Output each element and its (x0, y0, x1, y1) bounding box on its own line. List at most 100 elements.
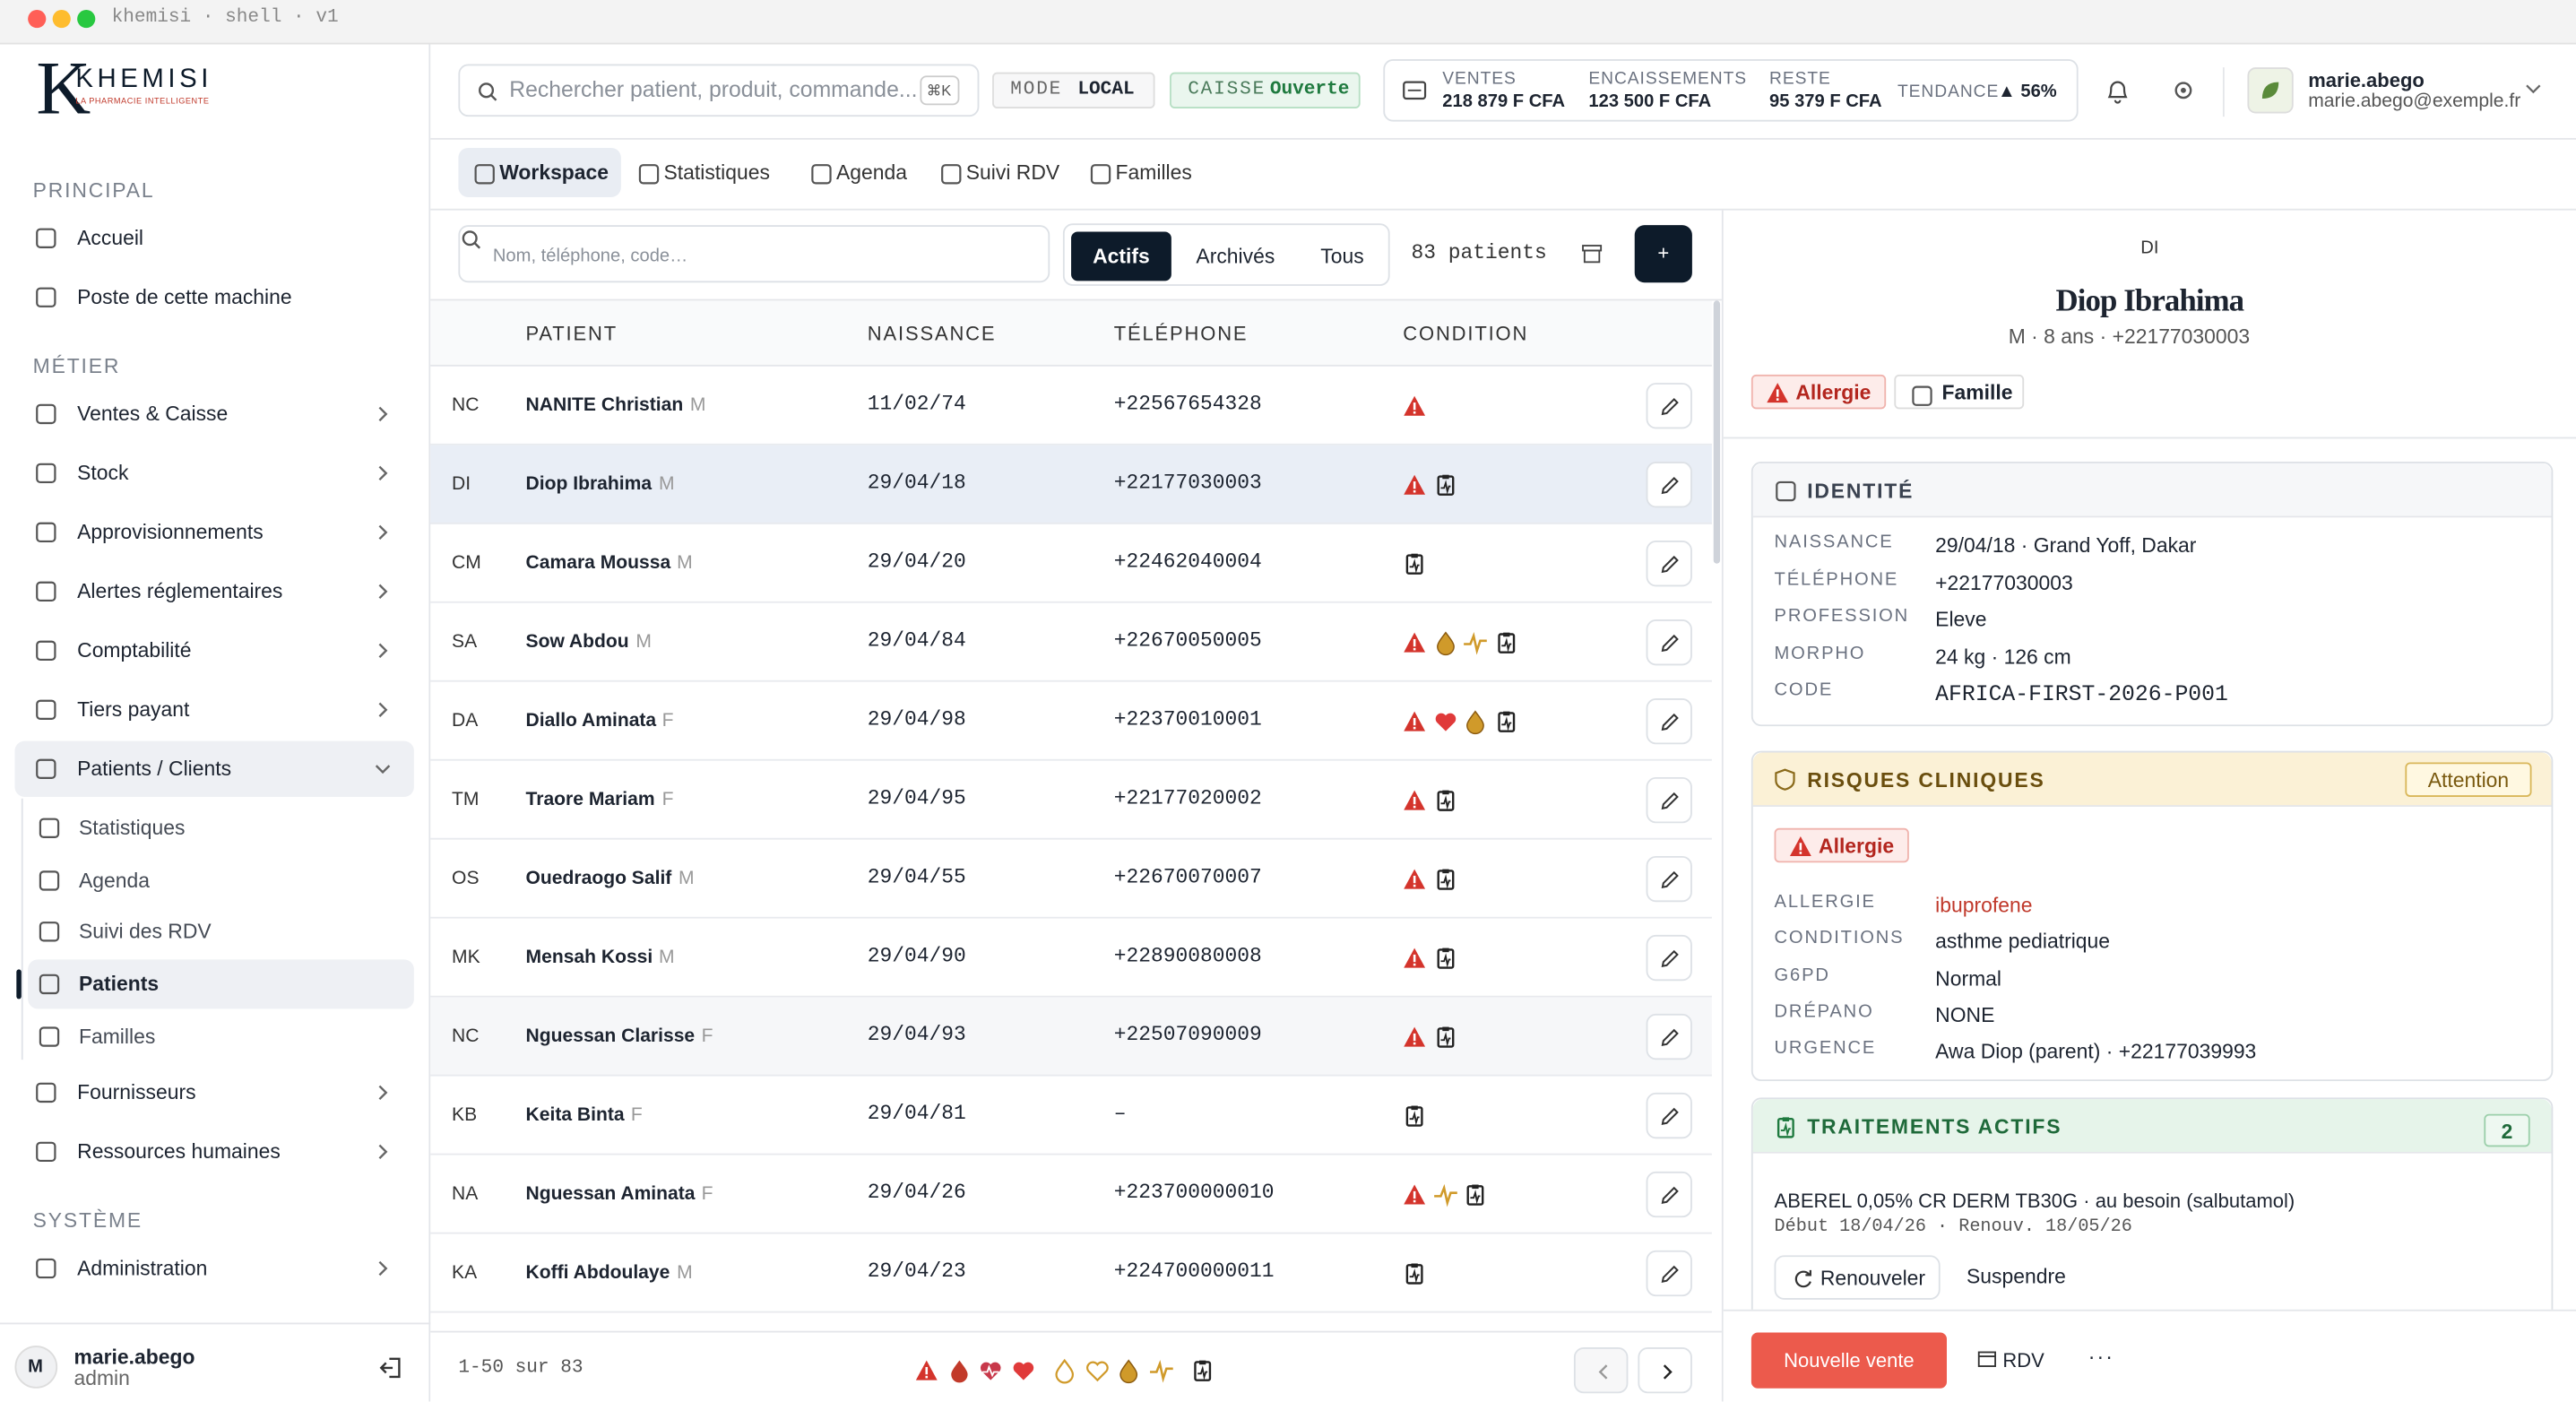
add-patient-button[interactable]: + (1634, 225, 1692, 283)
patient-row[interactable]: KB Keita Binta F 29/04/81 – (430, 1077, 1712, 1155)
tab-label[interactable]: Familles (1115, 160, 1192, 185)
suspend-link[interactable]: Suspendre (1966, 1265, 2066, 1289)
filter-label[interactable]: Archivés (1196, 245, 1275, 268)
nav-item[interactable]: Ressources humaines (77, 1139, 281, 1163)
icon-shape (1661, 1265, 1679, 1283)
icon-shape (1149, 1359, 1172, 1383)
tab[interactable]: Workspace (458, 147, 621, 197)
patient-row[interactable]: NC Nguessan Clarisse F 29/04/93 +22507090009 (430, 997, 1712, 1077)
condition-icon (1497, 632, 1515, 653)
edit-button[interactable] (1646, 1092, 1692, 1139)
next-page[interactable] (1638, 1346, 1692, 1394)
patient-row[interactable]: NA Nguessan Aminata F 29/04/26 +223700000010 (430, 1155, 1712, 1234)
patient-search[interactable]: Nom, téléphone, code… (458, 225, 1050, 283)
patient-row[interactable]: MK Mensah Kossi M 29/04/90 +22890080008 (430, 919, 1712, 998)
edit-button[interactable] (1646, 462, 1692, 508)
tab[interactable]: Suivi RDV (925, 148, 1063, 197)
window-title: khemisi · shell · v1 (111, 6, 339, 29)
nav-subitem[interactable]: Patients (78, 973, 160, 996)
patient-row[interactable]: OS Ouedraogo Salif M 29/04/55 +22670070007 (430, 840, 1712, 919)
patient-row[interactable]: CM Camara Moussa M 29/04/20 +22462040004 (430, 524, 1712, 603)
section-title: MÉTIER (32, 354, 121, 378)
filter-option[interactable]: Archivés (1173, 231, 1298, 281)
new-sale-button[interactable]: Nouvelle vente (1750, 1332, 1947, 1389)
icon-shape (1661, 476, 1679, 495)
edit-button[interactable] (1646, 1013, 1692, 1060)
nav-subitem[interactable]: Suivi des RDV (78, 921, 212, 944)
chevron (378, 524, 388, 541)
more-button[interactable]: ··· (2088, 1344, 2114, 1369)
icon-shape (36, 522, 56, 543)
renew-button[interactable]: Renouveler (1774, 1255, 1941, 1300)
rdv-button[interactable]: RDV (2002, 1348, 2044, 1372)
patient-row[interactable]: SA Sow Abdou M 29/04/84 +22670050005 (430, 603, 1712, 682)
patient-row[interactable]: DA Diallo Aminata F 29/04/98 +22370010001 (430, 682, 1712, 761)
nav-subitem[interactable]: Familles (78, 1025, 156, 1049)
chevron (378, 643, 388, 659)
chevron (378, 1143, 388, 1159)
nav-subitem[interactable]: Agenda (78, 869, 150, 892)
tab-label[interactable]: Statistiques (663, 160, 770, 185)
filter-label[interactable]: Tous (1320, 245, 1364, 268)
filter-label[interactable]: Actifs (1093, 245, 1150, 268)
filter-option[interactable]: Tous (1300, 231, 1385, 281)
nav-item[interactable]: Fournisseurs (77, 1080, 196, 1103)
icon-shape (1775, 768, 1795, 791)
edit-button[interactable] (1646, 934, 1692, 982)
chevron (378, 465, 388, 481)
edit-button[interactable] (1646, 1250, 1692, 1297)
patient-birth: 29/04/95 (867, 786, 966, 810)
nav-item[interactable]: Comptabilité (77, 639, 192, 662)
edit-button[interactable] (1646, 383, 1692, 429)
user-email: marie.abego@exemple.fr (2308, 91, 2521, 112)
card-header (1752, 1099, 2552, 1154)
tab-label[interactable]: Suivi RDV (965, 160, 1060, 185)
nav-icon (39, 1026, 60, 1047)
nav-item[interactable]: Approvisionnements (77, 521, 264, 544)
window-control[interactable] (28, 9, 47, 29)
edit-button[interactable] (1646, 1171, 1692, 1218)
tab-label[interactable]: Workspace (499, 160, 609, 185)
patient-row[interactable]: TM Traore Mariam F 29/04/95 +22177020002 (430, 761, 1712, 840)
window-control[interactable] (77, 9, 96, 29)
nav-item[interactable]: Alertes réglementaires (77, 580, 283, 603)
patient-row[interactable]: KA Koffi Abdoulaye M 29/04/23 +224700000011 (430, 1234, 1712, 1313)
nav-item[interactable]: Stock (77, 462, 129, 485)
field-label: URGENCE (1774, 1038, 1877, 1059)
edit-button[interactable] (1646, 776, 1692, 824)
patient-birth: 29/04/93 (867, 1023, 966, 1047)
nav-item[interactable]: Poste de cette machine (77, 285, 292, 309)
icon-shape (1776, 398, 1779, 401)
edit-button[interactable] (1646, 541, 1692, 587)
nav-icon (36, 463, 56, 484)
nav-item[interactable]: Patients / Clients (77, 757, 232, 781)
nav-item[interactable]: Tiers payant (77, 697, 190, 722)
column-header: PATIENT (525, 322, 618, 345)
nav-item[interactable]: Administration (77, 1256, 208, 1279)
nav-item[interactable]: Accueil (77, 226, 144, 250)
patient-row[interactable]: NC NANITE Christian M 11/02/74 +22567654328 (430, 367, 1712, 446)
nav-item[interactable]: Ventes & Caisse (77, 402, 229, 426)
edit-button[interactable] (1646, 619, 1692, 666)
window-control[interactable] (52, 9, 71, 29)
condition-icon (1405, 553, 1423, 575)
edit-button[interactable] (1646, 855, 1692, 903)
icon-shape (1799, 843, 1802, 851)
filter-option[interactable]: Actifs (1071, 231, 1171, 281)
tab-label[interactable]: Agenda (835, 160, 907, 185)
icon-shape (1199, 1360, 1206, 1365)
button-label[interactable]: Nouvelle vente (1784, 1348, 1915, 1372)
tab[interactable]: Familles (1075, 148, 1199, 197)
edit-button[interactable] (1646, 697, 1692, 745)
prev-page[interactable] (1573, 1346, 1629, 1394)
button-label[interactable]: Renouveler (1820, 1267, 1926, 1290)
count-badge: 2 (2484, 1113, 2530, 1147)
nav-icon (36, 1257, 56, 1278)
patient-row[interactable]: DI Diop Ibrahima M 29/04/18 +22177030003 (430, 445, 1712, 524)
register-icon (1403, 81, 1427, 100)
nav-subitem[interactable]: Statistiques (78, 816, 186, 840)
tab[interactable]: Statistiques (623, 148, 784, 197)
global-search[interactable]: Rechercher patient, produit, commande...… (458, 64, 980, 117)
tab[interactable]: Agenda (795, 148, 913, 197)
